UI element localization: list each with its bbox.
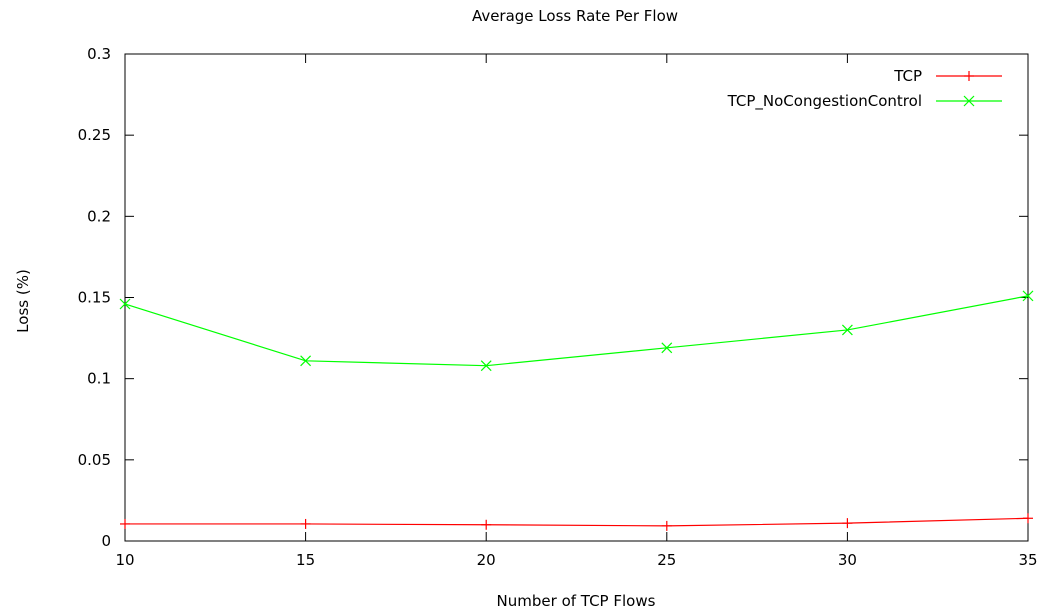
series-2-point-d2 — [661, 342, 673, 354]
y-tick-label: 0.3 — [87, 45, 111, 63]
legend: TCP TCP_NoCongestionControl — [727, 67, 1002, 111]
series-1-point — [842, 518, 853, 529]
series-2-point — [480, 360, 492, 372]
y-tick-label: 0 — [101, 532, 111, 550]
x-tick-label: 15 — [296, 551, 315, 569]
y-axis-label: Loss (%) — [14, 269, 32, 333]
series-layer — [119, 290, 1034, 531]
x-tick-label: 30 — [838, 551, 857, 569]
series-2-point-d2 — [1022, 290, 1034, 302]
series-2-point-d2 — [300, 355, 312, 367]
series-1-point — [120, 518, 130, 529]
x-axis-label: Number of TCP Flows — [497, 592, 656, 610]
y-tick-label: 0.25 — [78, 126, 111, 144]
series-line-2 — [124, 295, 1029, 367]
series-2-point-d2 — [480, 360, 492, 372]
x-tick-label: 10 — [115, 551, 134, 569]
legend-marker-2 — [963, 95, 975, 107]
x-tick-label: 20 — [477, 551, 496, 569]
series-2-point — [841, 324, 853, 336]
plot-area — [124, 53, 1029, 542]
chart-title: Average Loss Rate Per Flow — [472, 7, 678, 25]
y-tick-label: 0.15 — [78, 289, 111, 307]
series-1-point — [481, 519, 492, 530]
series-1-point — [661, 520, 672, 531]
axis-ticks: 0 0.05 0.1 0.15 0.2 0.25 0.3 10 15 20 25 30 35 — [78, 45, 1038, 569]
series-1-point — [1023, 513, 1033, 524]
x-tick-label: 25 — [657, 551, 676, 569]
series-1-point — [300, 518, 311, 529]
y-tick-label: 0.1 — [87, 370, 111, 388]
y-tick-label: 0.2 — [87, 207, 111, 225]
series-line-1 — [125, 517, 1029, 527]
x-tick-label: 35 — [1018, 551, 1037, 569]
series-2-point-d2 — [119, 298, 131, 310]
series-2-point — [119, 298, 131, 310]
series-2-point — [661, 342, 673, 354]
series-2-point-d2 — [841, 324, 853, 336]
legend-marker-2-d2 — [963, 95, 975, 107]
series-2-point — [300, 355, 312, 367]
legend-label-2: TCP_NoCongestionControl — [727, 92, 922, 111]
y-tick-label: 0.05 — [78, 451, 111, 469]
series-2-point — [1022, 290, 1034, 302]
legend-label-1: TCP — [893, 67, 922, 85]
plot-frame — [124, 53, 1029, 542]
legend-marker-1 — [964, 71, 974, 81]
